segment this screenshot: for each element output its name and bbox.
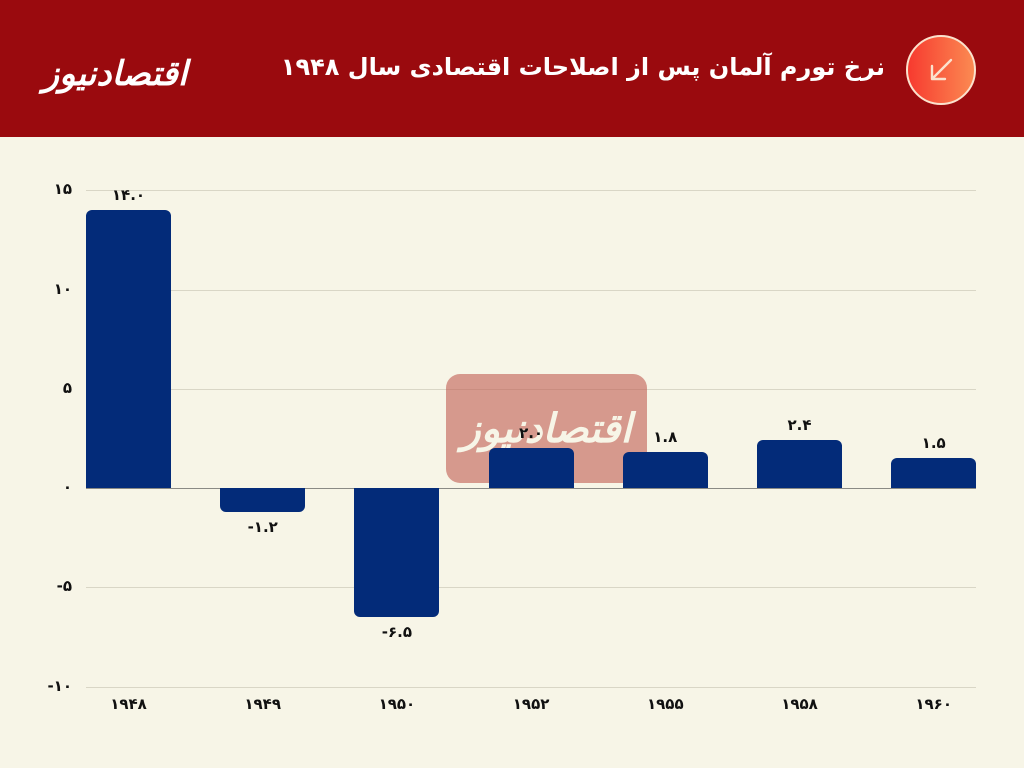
- value-label: -۶.۵: [381, 623, 412, 642]
- gridline: [86, 686, 976, 688]
- x-axis-tick-label: ۱۹۵۵: [646, 695, 684, 713]
- gridline: [86, 289, 976, 291]
- bar-chart: اقتصادنیوز ۱۵ ۱۰ ۵ ۰ -۵ -۱۰ ۱۴.۰ ۱۹۴۸ -۱.۲ ۱۹۴۹ -۶…: [0, 137, 1024, 768]
- bar-1955[interactable]: [622, 452, 708, 488]
- chart-title: نرخ تورم آلمان پس از اصلاحات اقتصادی سال…: [280, 53, 885, 81]
- x-axis-tick-label: ۱۹۵۰: [378, 695, 416, 713]
- y-axis-tick-label: ۵: [62, 378, 72, 397]
- x-axis-tick-label: ۱۹۵۲: [512, 695, 550, 713]
- bar-1950[interactable]: [354, 488, 440, 618]
- y-axis-tick-label: -۵: [56, 577, 72, 596]
- brand-logo: اقتصادنیوز: [42, 54, 188, 94]
- header-banner: اقتصادنیوز نرخ تورم آلمان پس از اصلاحات …: [0, 0, 1024, 137]
- x-axis-tick-label: ۱۹۴۸: [110, 695, 147, 713]
- y-axis-tick-label: ۱۵: [53, 180, 72, 199]
- bar-1949[interactable]: [220, 488, 306, 512]
- bar-1952[interactable]: [488, 448, 574, 488]
- y-axis-tick-label: ۱۰: [53, 279, 72, 298]
- arrow-down-left-icon[interactable]: [906, 35, 976, 105]
- bar-1948[interactable]: [86, 210, 171, 488]
- gridline: [86, 190, 976, 192]
- bar-1960[interactable]: [891, 458, 977, 488]
- value-label: ۲.۰: [519, 424, 544, 443]
- y-axis-tick-label: ۰: [62, 478, 72, 496]
- value-label: ۱.۵: [921, 434, 946, 453]
- zero-baseline: [86, 488, 976, 489]
- gridline: [86, 587, 976, 589]
- value-label: ۲.۴: [787, 416, 812, 435]
- y-axis-tick-label: -۱۰: [47, 676, 72, 695]
- value-label: ۱.۸: [653, 428, 678, 447]
- x-axis-tick-label: ۱۹۵۸: [781, 695, 818, 713]
- x-axis-tick-label: ۱۹۴۹: [244, 695, 281, 713]
- value-label: ۱۴.۰: [111, 186, 146, 205]
- bar-1958[interactable]: [757, 440, 842, 488]
- value-label: -۱.۲: [247, 517, 278, 536]
- x-axis-tick-label: ۱۹۶۰: [915, 695, 952, 713]
